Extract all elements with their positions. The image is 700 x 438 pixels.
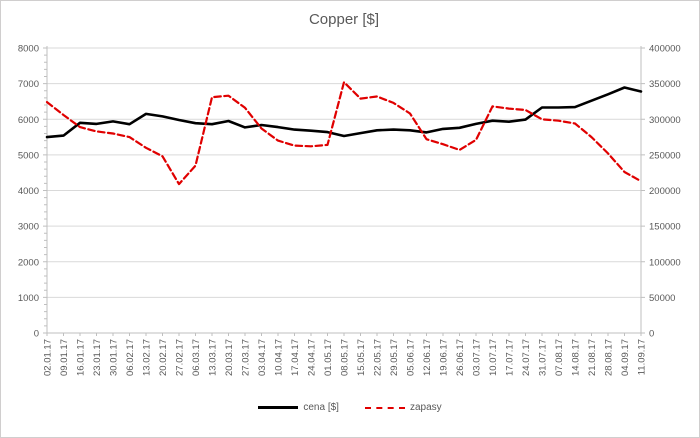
solid-line-swatch [258,406,299,409]
legend-label-cena: cena [$] [303,402,339,413]
chart-legend: cena [$] zapasy [1,402,699,413]
x-axis-label: 21.08.17 [587,339,598,376]
x-axis-label: 06.03.17 [191,339,202,376]
y-axis-label-left: 2000 [18,257,39,268]
x-axis-label: 01.05.17 [323,339,334,376]
x-axis-label: 10.04.17 [274,339,285,376]
y-axis-label-left: 8000 [18,44,39,55]
x-axis-label: 11.09.17 [637,339,648,375]
x-axis-label: 27.02.17 [175,339,186,376]
x-axis-label: 14.08.17 [571,339,582,376]
x-axis-label: 26.06.17 [455,339,466,376]
x-axis-label: 06.02.17 [125,339,136,376]
x-axis-label: 23.01.17 [92,339,103,376]
x-axis-label: 20.02.17 [158,339,169,376]
x-axis-label: 16.01.17 [76,339,87,376]
y-axis-label-right: 200000 [649,186,681,197]
x-axis-label: 02.01.17 [43,339,54,376]
y-axis-label-right: 400000 [649,44,681,55]
x-axis-label: 09.01.17 [59,339,70,376]
x-axis-label: 08.05.17 [340,339,351,376]
x-axis-label: 13.03.17 [208,339,219,376]
x-axis-label: 19.06.17 [439,339,450,376]
legend-label-zapasy: zapasy [409,402,442,413]
y-axis-label-left: 1000 [18,293,39,304]
y-axis-label-left: 0 [34,329,39,340]
x-axis-label: 05.06.17 [406,339,417,376]
x-axis-label: 07.08.17 [554,339,565,376]
x-axis-label: 30.01.17 [109,339,120,376]
x-axis-label: 27.03.17 [241,339,252,376]
y-axis-label-left: 7000 [18,79,39,90]
y-axis-label-right: 0 [649,329,654,340]
x-axis-label: 12.06.17 [422,339,433,376]
x-axis-label: 28.08.17 [604,339,615,376]
x-axis-label: 10.07.17 [488,339,499,376]
y-axis-label-left: 6000 [18,115,39,126]
x-axis-label: 13.02.17 [142,339,153,376]
y-axis-label-right: 150000 [649,222,681,233]
y-axis-label-right: 50000 [649,293,675,304]
x-axis-label: 04.09.17 [620,339,631,376]
x-axis-label: 17.07.17 [505,339,516,376]
x-axis-label: 03.07.17 [472,339,483,376]
x-axis-label: 31.07.17 [538,339,549,376]
x-axis-label: 24.07.17 [521,339,532,376]
x-axis-label: 17.04.17 [290,339,301,376]
x-axis-label: 24.04.17 [307,339,318,376]
y-axis-label-right: 300000 [649,115,681,126]
x-axis-label: 15.05.17 [356,339,367,376]
y-axis-label-right: 350000 [649,79,681,90]
x-axis-label: 20.03.17 [224,339,235,376]
y-axis-label-left: 5000 [18,150,39,161]
x-axis-label: 29.05.17 [389,339,400,376]
legend-item-zapasy[interactable]: zapasy [364,402,442,413]
dashed-line-swatch [364,406,405,409]
x-axis-label: 03.04.17 [257,339,268,376]
series-line-zapasy [45,81,643,186]
legend-item-cena[interactable]: cena [$] [258,402,339,413]
y-axis-label-left: 4000 [18,186,39,197]
x-axis-label: 22.05.17 [373,339,384,376]
chart-title: Copper [$] [308,11,380,28]
y-axis-label-left: 3000 [18,222,39,233]
y-axis-label-right: 250000 [649,150,681,161]
series-line-cena [45,86,643,139]
y-axis-label-right: 100000 [649,257,681,268]
